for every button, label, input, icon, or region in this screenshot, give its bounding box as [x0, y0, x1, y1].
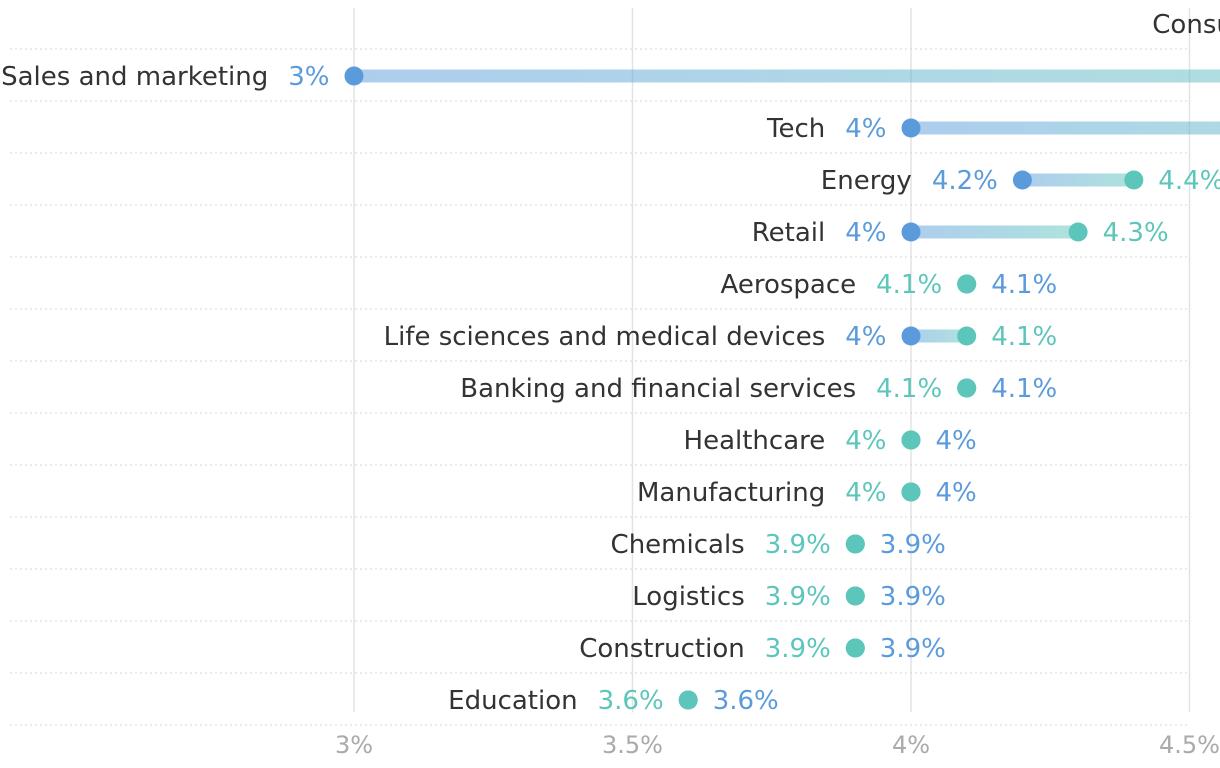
start-value-label: 3.9% — [765, 582, 831, 612]
category-label: Chemicals — [611, 530, 745, 560]
x-tick-label: 3.5% — [602, 731, 663, 759]
category-label: Energy — [821, 166, 912, 196]
category-label: Logistics — [632, 582, 744, 612]
category-label: Tech — [766, 114, 825, 144]
start-value-label: 4.2% — [932, 166, 998, 196]
end-dot — [957, 326, 977, 346]
end-dot — [901, 430, 921, 450]
start-value-label: 3% — [288, 62, 329, 92]
category-label: Manufacturing — [637, 478, 825, 508]
start-value-label: 3.9% — [765, 530, 831, 560]
start-value-label: 4% — [845, 322, 886, 352]
category-label: Healthcare — [684, 426, 826, 456]
x-tick-label: 4.5% — [1159, 731, 1220, 759]
category-label: Construction — [579, 634, 745, 664]
end-dot — [1124, 170, 1144, 190]
end-dot — [901, 482, 921, 502]
end-value-label: 4.1% — [991, 322, 1057, 352]
category-label: Sales and marketing — [1, 62, 268, 92]
x-axis: 3%3.5%4%4.5%5%5.5% — [335, 731, 1220, 759]
end-value-label: 3.9% — [880, 582, 946, 612]
start-value-label: 4% — [845, 426, 886, 456]
start-dot — [344, 66, 364, 86]
end-value-label: 3.9% — [880, 530, 946, 560]
end-value-label: 4.1% — [991, 374, 1057, 404]
start-value-label: 4% — [845, 114, 886, 144]
start-dot — [901, 118, 921, 138]
dumbbell-connector — [354, 69, 1220, 83]
end-dot — [957, 378, 977, 398]
category-label: Consulting, business and community servi… — [1152, 10, 1220, 40]
start-dot — [1012, 170, 1032, 190]
category-label: Aerospace — [721, 270, 857, 300]
end-value-label: 4% — [936, 478, 977, 508]
end-value-label: 4.3% — [1103, 218, 1169, 248]
start-dot — [901, 326, 921, 346]
category-label: Banking and financial services — [460, 374, 856, 404]
end-value-label: 4.1% — [991, 270, 1057, 300]
x-tick-label: 3% — [335, 731, 373, 759]
end-dot — [845, 534, 865, 554]
end-dot — [678, 690, 698, 710]
dumbbell-connector — [911, 225, 1079, 239]
end-dot — [957, 274, 977, 294]
end-dot — [1068, 222, 1088, 242]
start-value-label: 4% — [845, 478, 886, 508]
dumbbell-connector — [1022, 173, 1134, 187]
dumbbell-connector — [911, 329, 967, 343]
start-value-label: 3.9% — [765, 634, 831, 664]
end-value-label: 3.6% — [713, 686, 779, 716]
category-label: Education — [448, 686, 577, 716]
x-tick-label: 4% — [892, 731, 930, 759]
end-dot — [845, 638, 865, 658]
row-lines — [10, 48, 1188, 726]
category-label: Retail — [752, 218, 825, 248]
end-value-label: 4% — [936, 426, 977, 456]
end-dot — [845, 586, 865, 606]
end-value-label: 4.4% — [1158, 166, 1220, 196]
dumbbell-connector — [911, 121, 1220, 135]
end-value-label: 3.9% — [880, 634, 946, 664]
start-value-label: 4.1% — [876, 374, 942, 404]
start-value-label: 4% — [845, 218, 886, 248]
start-value-label: 4.1% — [876, 270, 942, 300]
start-value-label: 3.6% — [598, 686, 664, 716]
category-label: Life sciences and medical devices — [384, 322, 826, 352]
plot-area: 5.7%5.7%Consulting, business and communi… — [1, 10, 1220, 716]
start-dot — [901, 222, 921, 242]
